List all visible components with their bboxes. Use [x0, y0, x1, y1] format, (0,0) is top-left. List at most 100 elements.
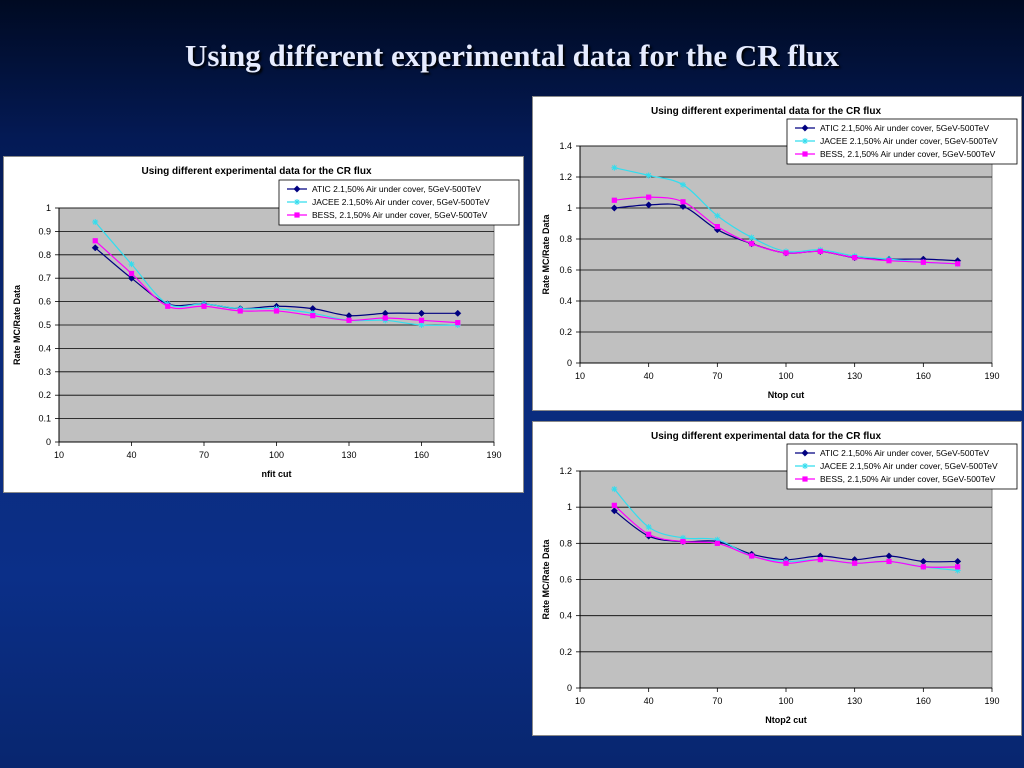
chart2-data-point-2: [920, 564, 926, 570]
chart0-data-point-0: [127, 274, 136, 282]
chart2-xtick-label: 10: [575, 696, 585, 706]
chart2-legend-marker-1: [802, 463, 808, 469]
chart2-data-point-2: [852, 560, 858, 566]
chart0-data-point-2: [273, 308, 280, 314]
chart2-xtick-label: 160: [916, 696, 931, 706]
chart1-data-point-1: [680, 181, 686, 188]
chart2-legend-label-0: ATIC 2.1,50% Air under cover, 5GeV-500Te…: [820, 448, 989, 458]
chart1-xtick-label: 100: [778, 371, 793, 381]
chart1-data-point-2: [749, 241, 755, 247]
chart1-data-point-2: [920, 259, 926, 265]
chart2-series-2: [611, 502, 961, 570]
chart2-xtick-label: 100: [778, 696, 793, 706]
slide-title: Using different experimental data for th…: [184, 38, 840, 73]
chart1-ytick-label: 1.2: [559, 172, 572, 182]
chart2-legend: [786, 443, 1018, 490]
chart1-legend: [786, 118, 1018, 165]
chart0-data-point-1: [128, 261, 135, 268]
chart0-data-point-2: [455, 320, 461, 326]
chart1-data-point-2: [852, 255, 858, 261]
chart1-ylabel: Rate MC/Rate Data: [541, 214, 551, 295]
chart-nfit-cut: Using different experimental data for th…: [3, 156, 524, 493]
chart1-data-point-0: [679, 202, 687, 211]
chart0-legend-marker-1: [294, 199, 300, 205]
chart2-ytick-label: 1.2: [559, 466, 572, 476]
chart1-data-point-2: [886, 258, 892, 264]
chart2-title: Using different experimental data for th…: [651, 431, 881, 442]
chart0-xtick-label: 40: [126, 450, 136, 460]
chart2-data-point-2: [714, 540, 720, 546]
chart1-data-point-2: [783, 250, 789, 256]
chart1-data-point-2: [955, 261, 961, 267]
chart2-ytick-label: 0.8: [559, 538, 572, 548]
chart0-ytick-label: 0.4: [38, 343, 51, 353]
chart0-xtick-label: 70: [199, 450, 209, 460]
chart1-xtick-label: 40: [644, 371, 654, 381]
chart1-data-point-2: [646, 194, 652, 200]
chart1-xtick-label: 190: [984, 371, 999, 381]
chart-ntop-cut-svg: Using different experimental data for th…: [541, 106, 1018, 400]
chart0-xlabel: nfit cut: [262, 469, 292, 479]
chart0-ytick-label: 1: [46, 203, 51, 213]
chart1-data-point-1: [611, 164, 618, 171]
chart0-ytick-label: 0.7: [38, 273, 51, 283]
chart1-ytick-label: 0.2: [559, 327, 572, 337]
chart0-data-point-0: [417, 309, 426, 317]
chart0-data-point-2: [237, 308, 243, 314]
chart0-data-point-2: [128, 270, 135, 277]
chart2-data-point-1: [611, 486, 618, 493]
chart0-data-point-1: [418, 322, 425, 328]
chart0-ylabel: Rate MC/Rate Data: [12, 284, 22, 365]
chart0-xtick-label: 10: [54, 450, 64, 460]
chart1-legend-marker-0: [801, 124, 809, 132]
chart1-ytick-label: 0.4: [559, 296, 572, 306]
chart1-data-point-1: [748, 234, 755, 241]
chart1-xtick-label: 130: [847, 371, 862, 381]
chart1-ytick-label: 0.6: [559, 265, 572, 275]
chart2-ytick-label: 0.2: [559, 647, 572, 657]
chart0-legend-label-2: BESS, 2.1,50% Air under cover, 5GeV-500T…: [312, 210, 488, 220]
chart0-ytick-label: 0.1: [38, 414, 51, 424]
chart0-ytick-label: 0.3: [38, 367, 51, 377]
chart0-ytick-label: 0.8: [38, 250, 51, 260]
chart0-data-point-2: [418, 317, 425, 323]
chart0-data-point-1: [92, 219, 99, 226]
chart0-xtick-label: 190: [486, 450, 501, 460]
chart2-legend-label-1: JACEE 2.1,50% Air under cover, 5GeV-500T…: [820, 461, 998, 471]
chart2-data-point-1: [714, 536, 721, 543]
chart0-legend-label-1: JACEE 2.1,50% Air under cover, 5GeV-500T…: [312, 197, 490, 207]
chart0-data-point-2: [382, 315, 388, 321]
chart0-series-2: [92, 238, 461, 326]
chart-ntop2-cut-svg: Using different experimental data for th…: [541, 431, 1018, 725]
chart2-data-point-1: [954, 567, 961, 574]
chart2-ytick-label: 0.6: [559, 575, 572, 585]
chart2-data-point-2: [749, 553, 755, 559]
chart0-ytick-label: 0.5: [38, 320, 51, 330]
chart1-legend-marker-1: [802, 138, 808, 144]
chart1-legend-label-0: ATIC 2.1,50% Air under cover, 5GeV-500Te…: [820, 123, 989, 133]
chart2-xtick-label: 40: [644, 696, 654, 706]
chart1-xtick-label: 10: [575, 371, 585, 381]
chart2-data-point-2: [955, 564, 961, 570]
chart-nfit-cut-svg: Using different experimental data for th…: [12, 166, 520, 479]
chart1-title: Using different experimental data for th…: [651, 106, 881, 117]
chart0-legend-marker-0: [293, 185, 301, 193]
chart1-ytick-label: 1.4: [559, 141, 572, 151]
chart0-ytick-label: 0.6: [38, 297, 51, 307]
chart1-data-point-2: [714, 224, 720, 230]
chart0-title: Using different experimental data for th…: [141, 166, 371, 177]
chart1-legend-label-2: BESS, 2.1,50% Air under cover, 5GeV-500T…: [820, 149, 996, 159]
chart2-data-point-2: [680, 538, 686, 545]
chart2-data-point-1: [645, 524, 652, 531]
chart1-data-point-2: [817, 248, 823, 254]
chart2-xtick-label: 70: [712, 696, 722, 706]
chart2-ytick-label: 0: [567, 683, 572, 693]
chart2-xtick-label: 190: [984, 696, 999, 706]
chart0-xtick-label: 130: [341, 450, 356, 460]
chart1-series-2: [611, 194, 961, 267]
chart2-data-point-0: [610, 507, 618, 515]
chart1-ytick-label: 0: [567, 358, 572, 368]
chart2-data-point-2: [611, 502, 617, 508]
chart2-ytick-label: 0.4: [559, 611, 572, 621]
chart0-legend-label-0: ATIC 2.1,50% Air under cover, 5GeV-500Te…: [312, 184, 481, 194]
